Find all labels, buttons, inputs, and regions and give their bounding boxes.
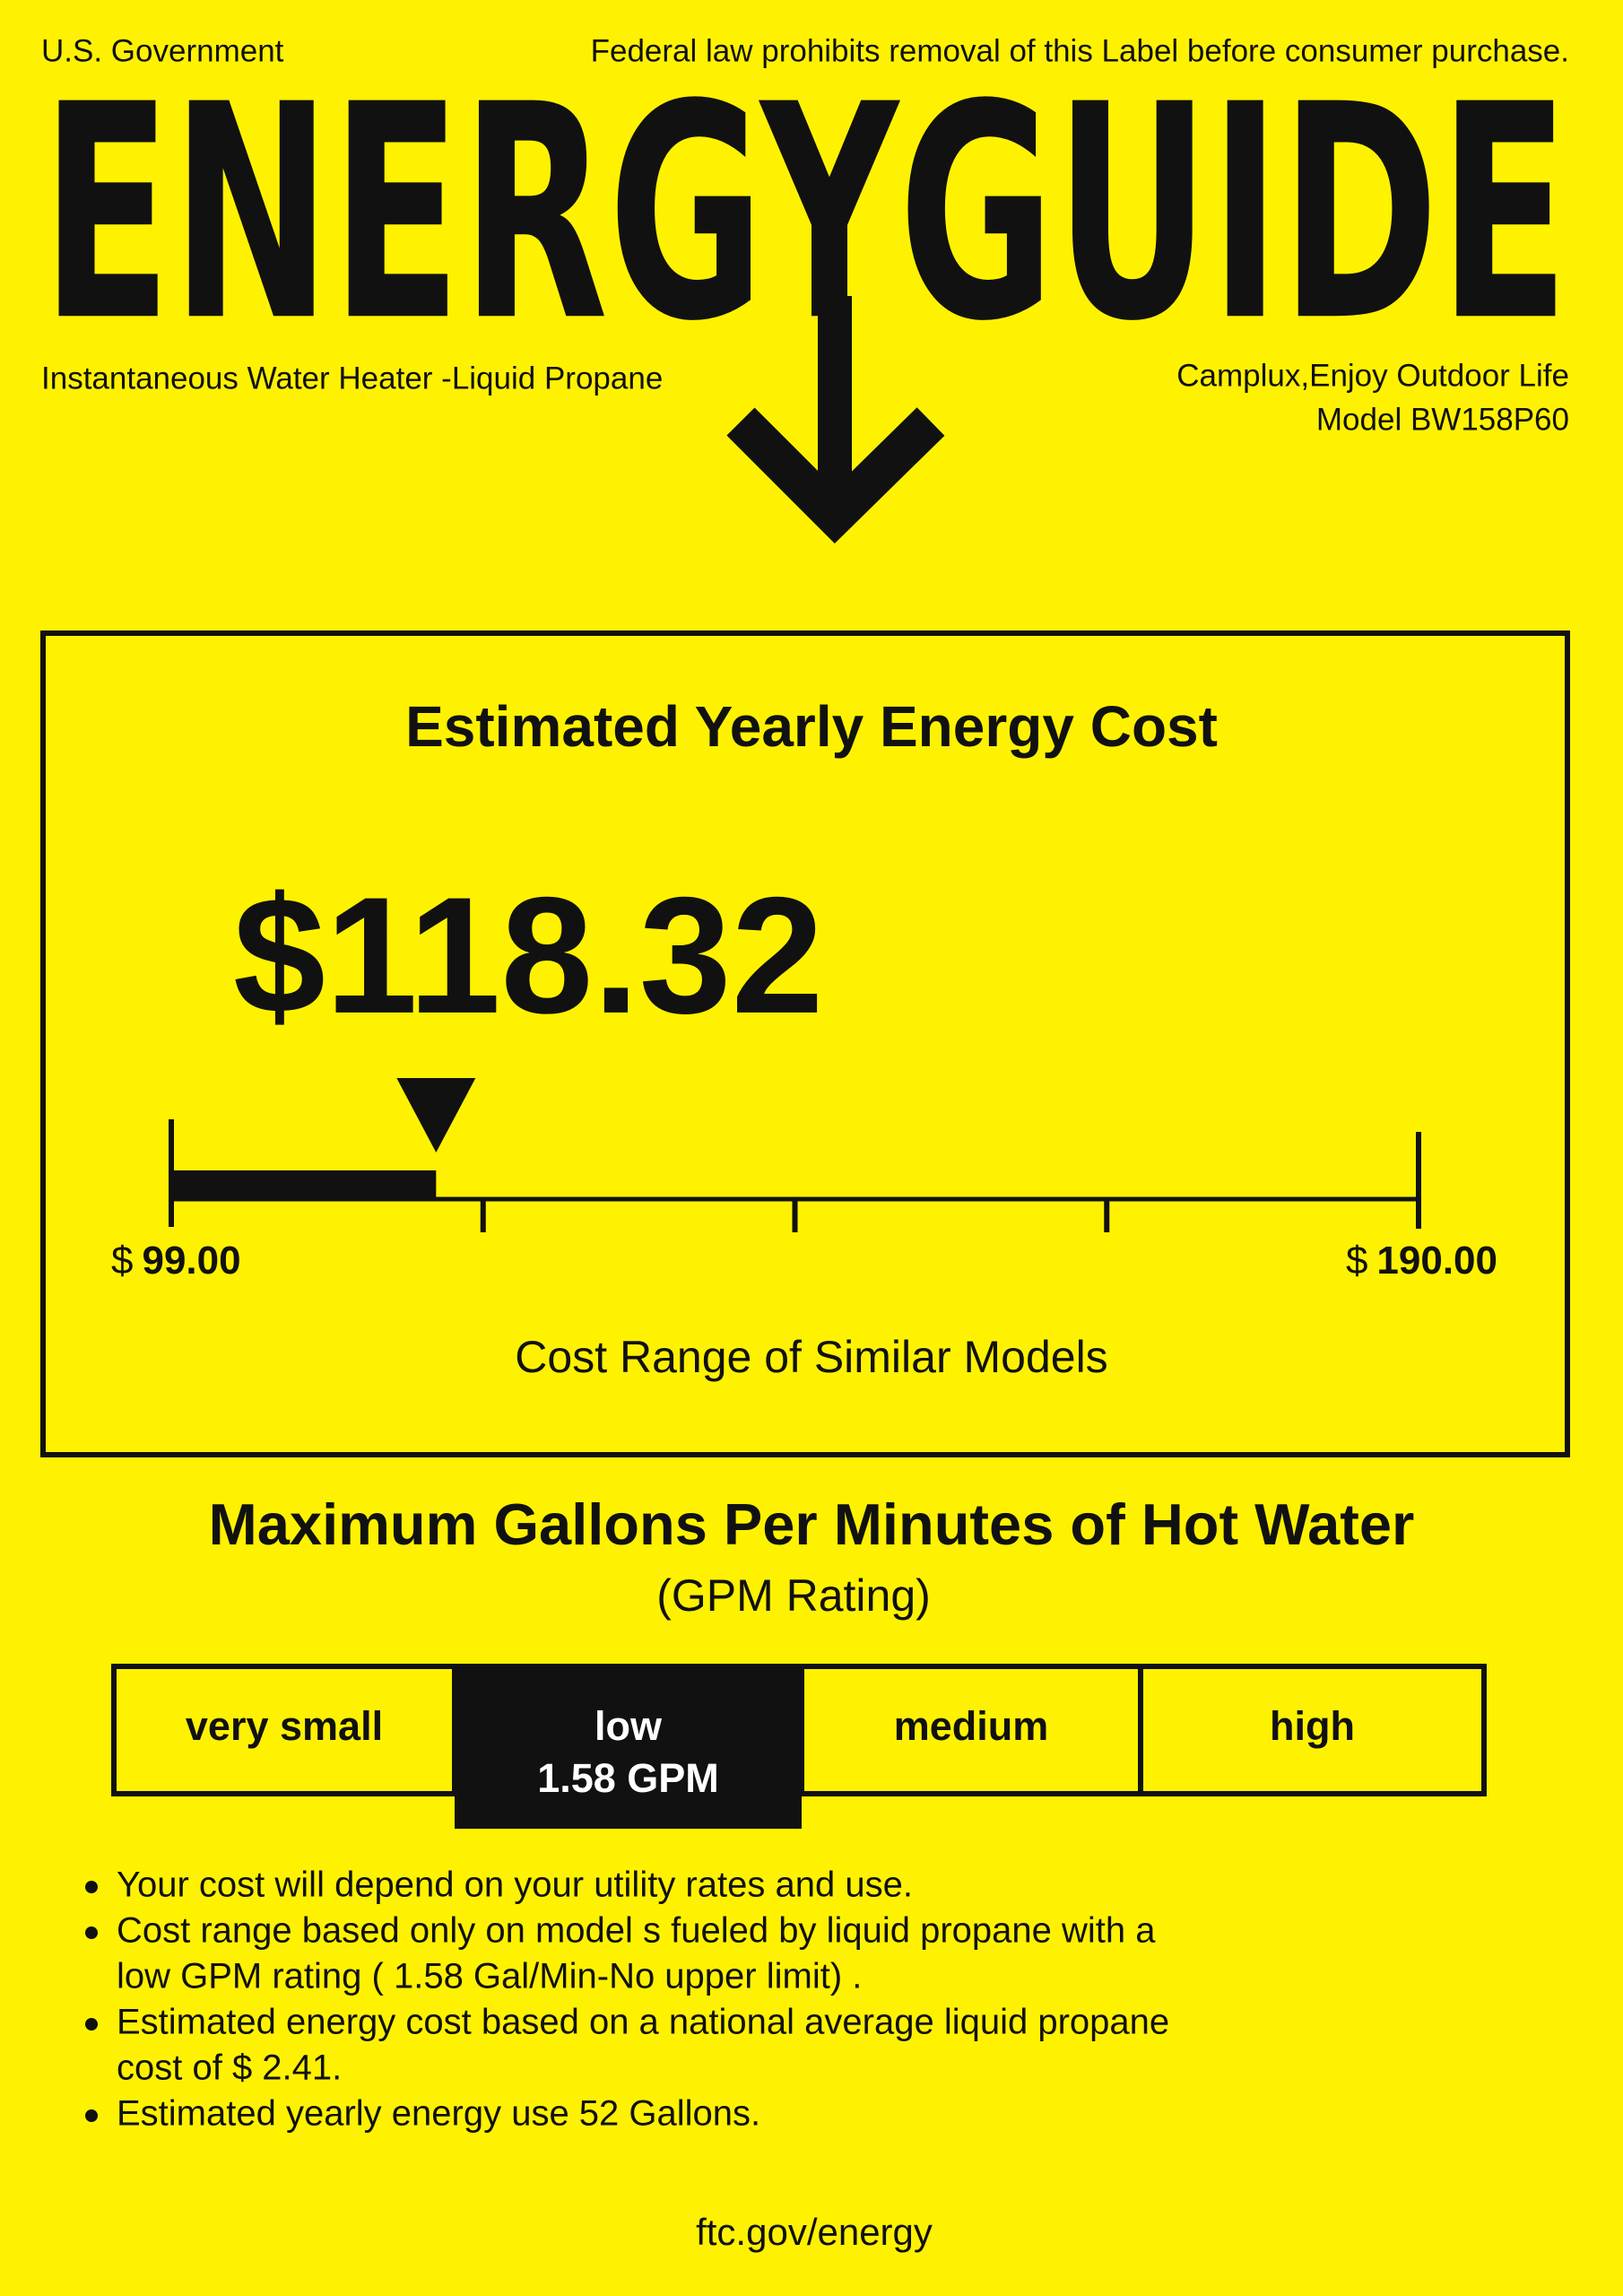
notes: Your cost will depend on your utility ra… bbox=[85, 1866, 1169, 2134]
gpm-category: medium bbox=[894, 1703, 1049, 1749]
note-line: Estimated yearly energy use 52 Gallons. bbox=[117, 2094, 760, 2134]
gpm-subtitle: (GPM Rating) bbox=[656, 1570, 931, 1621]
gpm-category: low bbox=[595, 1703, 663, 1749]
footer: ftc.gov/energy bbox=[696, 2211, 933, 2253]
gpm-title: Maximum Gallons Per Minutes of Hot Water bbox=[209, 1492, 1415, 1557]
range-min-amount: 99.00 bbox=[142, 1239, 240, 1283]
cost-box bbox=[40, 631, 1570, 1457]
gpm-category: high bbox=[1270, 1703, 1355, 1749]
range-max-symbol: $ bbox=[1346, 1239, 1367, 1283]
note-line: Your cost will depend on your utility ra… bbox=[117, 1866, 913, 1905]
range-max: $190.00 bbox=[1346, 1239, 1497, 1283]
note-line: Cost range based only on model s fueled … bbox=[117, 1911, 1156, 1951]
cost-amount: $118.32 bbox=[233, 864, 824, 1048]
note-line: low GPM rating ( 1.58 Gal/Min-No upper l… bbox=[117, 1957, 862, 1996]
government: U.S. Government bbox=[41, 33, 284, 68]
logo: ENERGYGUIDE bbox=[41, 41, 1569, 386]
model: Model BW158P60 bbox=[1316, 402, 1569, 437]
gpm-rating: 1.58 GPM bbox=[537, 1755, 719, 1801]
gpm-scale: very small low 1.58 GPM medium high bbox=[111, 1664, 1487, 1829]
cost-caption: Cost Range of Similar Models bbox=[515, 1332, 1107, 1382]
arrow-head bbox=[726, 407, 945, 544]
notice: Federal law prohibits removal of this La… bbox=[591, 33, 1569, 68]
cost-marker bbox=[396, 1078, 476, 1152]
range-max-amount: 190.00 bbox=[1376, 1239, 1497, 1283]
note-line: Estimated energy cost based on a nationa… bbox=[117, 2003, 1169, 2042]
product: Instantaneous Water Heater -Liquid Propa… bbox=[41, 361, 663, 396]
manufacturer: Camplux,Enjoy Outdoor Life bbox=[1176, 358, 1569, 393]
arrow-stem bbox=[818, 296, 852, 511]
bullet bbox=[85, 2018, 98, 2031]
note-line: cost of $ 2.41. bbox=[117, 2048, 342, 2088]
range-min-symbol: $ bbox=[111, 1239, 133, 1283]
cost-title: Estimated Yearly Energy Cost bbox=[405, 694, 1218, 759]
range-min: $99.00 bbox=[111, 1239, 241, 1283]
gpm-selected bbox=[455, 1664, 802, 1829]
cost-scale: $99.00 $190.00 bbox=[111, 1078, 1497, 1283]
cost-bar bbox=[171, 1170, 437, 1199]
bullet bbox=[85, 1926, 98, 1939]
bullet bbox=[85, 2109, 98, 2122]
gpm-category: very small bbox=[186, 1703, 383, 1749]
bullet bbox=[85, 1881, 98, 1893]
